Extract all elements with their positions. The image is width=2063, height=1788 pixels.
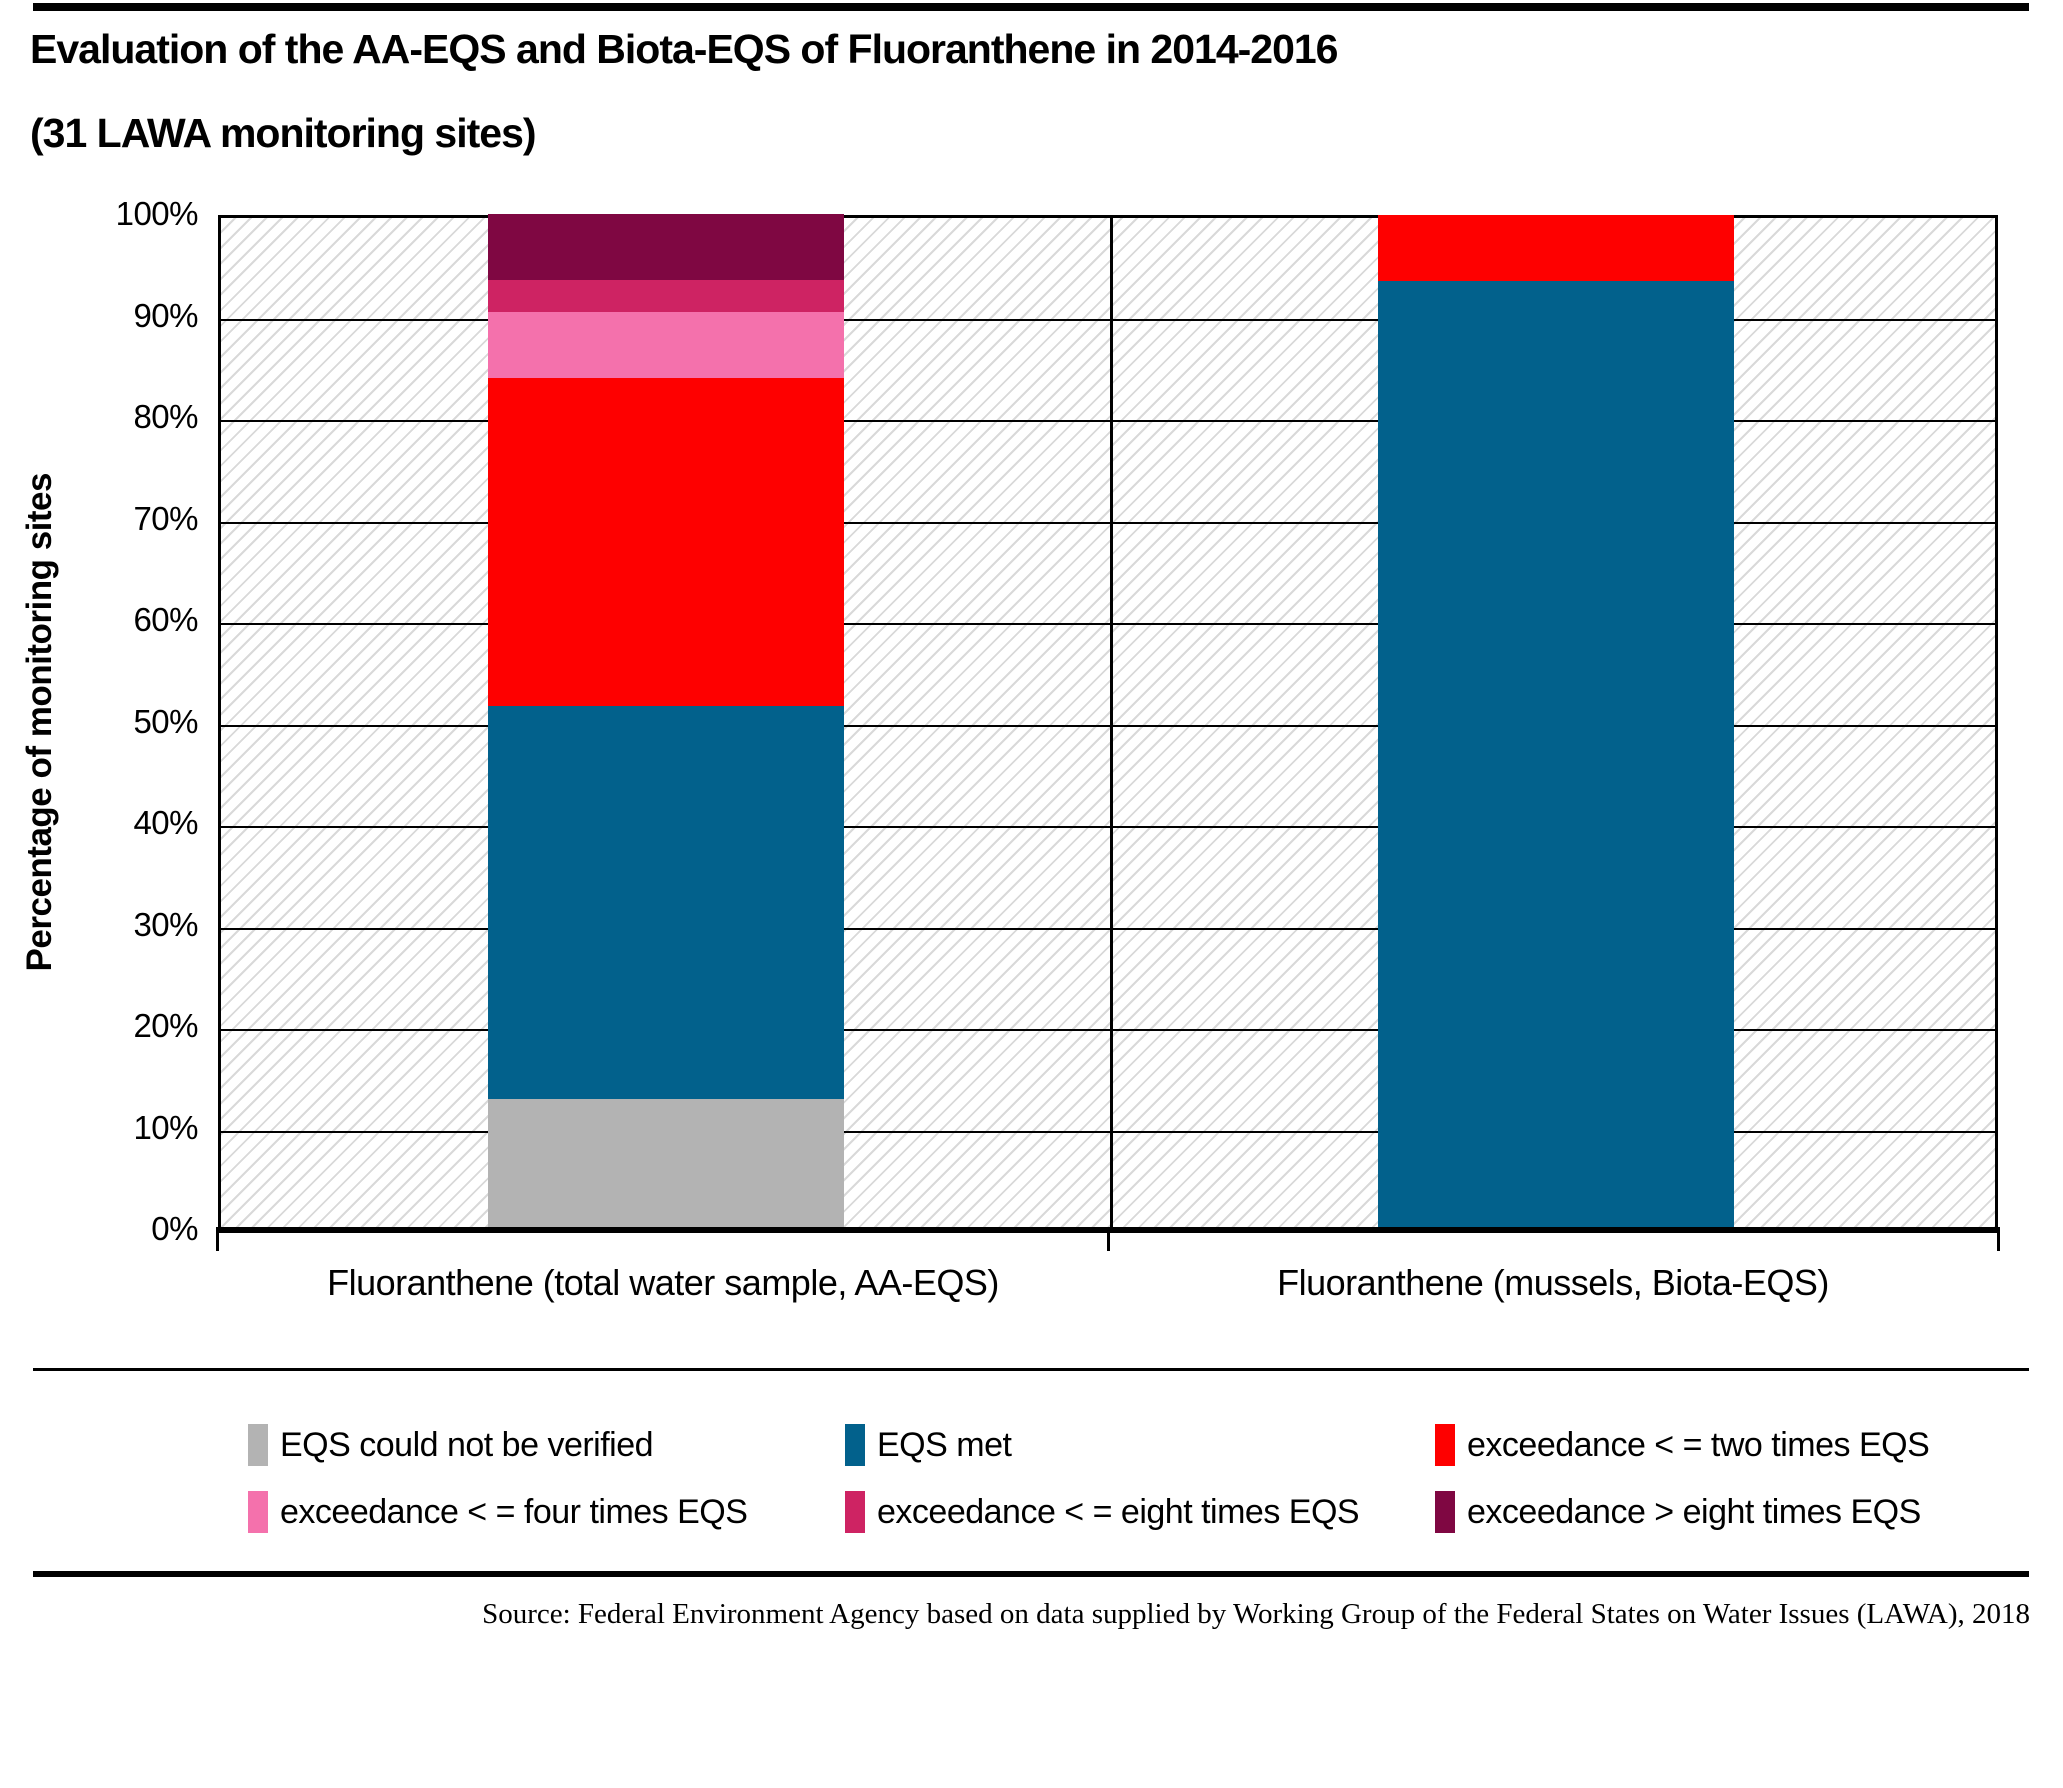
legend-item-exceedance-four-times-eqs: exceedance < = four times EQS: [248, 1489, 748, 1535]
gridline-80pct: [221, 420, 1995, 422]
legend-label: exceedance < = four times EQS: [280, 1492, 748, 1531]
legend-swatch-icon: [248, 1424, 268, 1466]
legend-swatch-icon: [248, 1491, 268, 1533]
gridline-50pct: [221, 724, 1995, 727]
bar-segment-1-eqs-met: [488, 706, 844, 1100]
x-axis-tick-3: [1997, 1227, 2000, 1251]
y-tick-label-0: 0%: [151, 1210, 198, 1247]
legend-item-exceedance-eight-times-eqs: exceedance < = eight times EQS: [845, 1489, 1360, 1535]
legend-label: EQS could not be verified: [280, 1425, 654, 1464]
legend-label: exceedance < = eight times EQS: [877, 1492, 1360, 1531]
gridline-60pct: [221, 623, 1995, 625]
bar-segment-2-exceedance-two-times-eqs: [1378, 215, 1734, 281]
legend-label: exceedance > eight times EQS: [1467, 1492, 1921, 1531]
legend-swatch-icon: [1435, 1491, 1455, 1533]
legend-item-eqs-could-not-be-verified: EQS could not be verified: [248, 1422, 654, 1468]
x-axis-tick-2: [1106, 1227, 1110, 1251]
x-category-label-2: Fluoranthene (mussels, Biota-EQS): [1277, 1262, 1829, 1303]
y-tick-label-60: 60%: [133, 601, 198, 638]
stacked-bar-2: [1378, 215, 1734, 1230]
legend-item-eqs-met: EQS met: [845, 1422, 1012, 1468]
legend-swatch-icon: [845, 1424, 865, 1466]
y-tick-label-30: 30%: [133, 905, 198, 943]
y-tick-label-80: 80%: [133, 398, 198, 435]
bar-segment-1-exceedance-eight-times-eqs: [488, 214, 844, 280]
legend-bottom-divider-line: [33, 1571, 2029, 1577]
y-tick-label-100: 100%: [115, 195, 199, 232]
bar-segment-1-exceedance-two-times-eqs: [488, 378, 844, 707]
gridline-30pct: [221, 927, 1995, 930]
gridline-90pct: [221, 318, 1995, 321]
category-divider-line: [1109, 218, 1113, 1230]
x-axis-tick-1: [216, 1227, 219, 1251]
legend-top-divider-line: [33, 1368, 2029, 1371]
y-tick-label-20: 20%: [133, 1007, 198, 1044]
legend-item-exceedance-two-times-eqs: exceedance < = two times EQS: [1435, 1422, 1930, 1468]
bar-segment-1-exceedance-four-times-eqs: [488, 312, 844, 379]
stacked-bar-1: [488, 214, 844, 1230]
gridline-20pct: [221, 1029, 1995, 1031]
plot-area: [218, 214, 1998, 1230]
legend-label: exceedance < = two times EQS: [1467, 1425, 1930, 1464]
y-axis-title-text: Percentage of monitoring sites: [20, 473, 59, 972]
y-tick-label-70: 70%: [133, 499, 198, 537]
x-category-label-1: Fluoranthene (total water sample, AA-EQS…: [327, 1262, 999, 1303]
legend-label: EQS met: [877, 1425, 1012, 1464]
y-tick-label-50: 50%: [133, 702, 198, 740]
y-axis-title: Percentage of monitoring sites: [16, 215, 64, 1230]
y-tick-label-90: 90%: [133, 296, 198, 334]
chart-title: Evaluation of the AA-EQS and Biota-EQS o…: [30, 26, 1338, 72]
legend-swatch-icon: [1435, 1424, 1455, 1466]
bar-segment-1-eqs-could-not-be-verified: [488, 1099, 844, 1230]
legend-item-exceedance-eight-times-eqs: exceedance > eight times EQS: [1435, 1489, 1921, 1535]
source-note: Source: Federal Environment Agency based…: [482, 1598, 2030, 1630]
bar-segment-2-eqs-met: [1378, 280, 1734, 1230]
top-divider-line: [33, 3, 2029, 11]
chart-subtitle: (31 LAWA monitoring sites): [30, 110, 537, 156]
gridline-40pct: [221, 826, 1995, 828]
gridline-70pct: [221, 521, 1995, 524]
legend-swatch-icon: [845, 1491, 865, 1533]
y-tick-label-10: 10%: [133, 1108, 198, 1146]
gridline-10pct: [221, 1130, 1995, 1133]
bar-segment-1-exceedance-eight-times-eqs: [488, 279, 844, 313]
y-tick-label-40: 40%: [133, 804, 198, 841]
